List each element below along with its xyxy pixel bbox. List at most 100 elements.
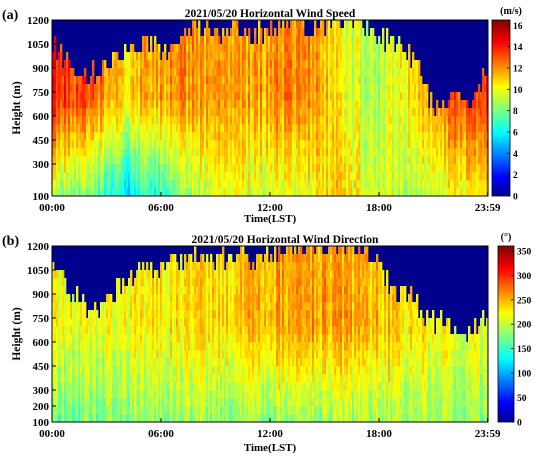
heatmap-cell bbox=[72, 390, 75, 399]
heatmap-cell bbox=[178, 172, 181, 181]
heatmap-cell bbox=[344, 20, 347, 29]
heatmap-cell bbox=[364, 164, 367, 173]
heatmap-cell bbox=[170, 68, 173, 77]
heatmap-cell bbox=[212, 132, 215, 141]
heatmap-cell bbox=[222, 92, 225, 101]
heatmap-cell bbox=[390, 172, 393, 181]
heatmap-cell bbox=[144, 164, 147, 173]
heatmap-cell bbox=[176, 132, 179, 141]
heatmap-cell bbox=[132, 148, 135, 157]
heatmap-cell bbox=[336, 132, 339, 141]
heatmap-cell bbox=[158, 76, 161, 85]
heatmap-cell bbox=[108, 342, 111, 351]
heatmap-cell bbox=[302, 156, 305, 165]
heatmap-cell bbox=[270, 108, 273, 117]
heatmap-cell bbox=[196, 108, 199, 117]
heatmap-cell bbox=[330, 132, 333, 141]
heatmap-cell bbox=[150, 52, 153, 61]
heatmap-cell bbox=[260, 180, 263, 189]
heatmap-cell bbox=[418, 108, 421, 117]
heatmap-cell bbox=[396, 76, 399, 85]
heatmap-cell bbox=[408, 188, 411, 196]
heatmap-cell bbox=[228, 108, 231, 117]
heatmap-cell bbox=[204, 132, 207, 141]
heatmap-cell bbox=[124, 148, 127, 157]
heatmap-cell bbox=[236, 20, 239, 29]
heatmap-cell bbox=[352, 44, 355, 53]
heatmap-cell bbox=[262, 92, 265, 101]
heatmap-cell bbox=[224, 132, 227, 141]
heatmap-cell bbox=[340, 164, 343, 173]
heatmap-cell bbox=[134, 374, 137, 383]
heatmap-cell bbox=[70, 132, 73, 141]
heatmap-cell bbox=[360, 140, 363, 149]
heatmap-cell bbox=[450, 100, 453, 109]
heatmap-cell bbox=[356, 92, 359, 101]
heatmap-cell bbox=[132, 310, 135, 319]
heatmap-cell bbox=[100, 108, 103, 117]
heatmap-cell bbox=[328, 132, 331, 141]
heatmap-cell bbox=[292, 92, 295, 101]
heatmap-cell bbox=[80, 148, 83, 157]
heatmap-cell bbox=[326, 36, 329, 45]
heatmap-cell bbox=[110, 366, 113, 375]
heatmap-cell bbox=[246, 116, 249, 125]
heatmap-cell bbox=[238, 36, 241, 45]
heatmap-cell bbox=[142, 132, 145, 141]
heatmap-cell bbox=[74, 172, 77, 181]
heatmap-cell bbox=[112, 108, 115, 117]
heatmap-cell bbox=[426, 140, 429, 149]
heatmap-cell bbox=[92, 164, 95, 173]
heatmap-cell bbox=[420, 76, 423, 85]
heatmap-cell bbox=[406, 156, 409, 165]
heatmap-cell bbox=[404, 52, 407, 61]
heatmap-cell bbox=[88, 164, 91, 173]
heatmap-cell bbox=[298, 28, 301, 37]
heatmap-cell bbox=[234, 148, 237, 157]
heatmap-cell bbox=[328, 140, 331, 149]
heatmap-cell bbox=[56, 172, 59, 181]
heatmap-cell bbox=[206, 188, 209, 196]
heatmap-cell bbox=[482, 76, 485, 85]
heatmap-cell bbox=[386, 36, 389, 45]
heatmap-cell bbox=[56, 310, 59, 319]
heatmap-cell bbox=[192, 36, 195, 45]
heatmap-cell bbox=[408, 164, 411, 173]
heatmap-cell bbox=[138, 52, 141, 61]
heatmap-cell bbox=[180, 124, 183, 133]
heatmap-cell bbox=[166, 172, 169, 181]
heatmap-cell bbox=[124, 382, 127, 391]
heatmap-cell bbox=[410, 172, 413, 181]
heatmap-cell bbox=[68, 310, 71, 319]
heatmap-cell bbox=[318, 164, 321, 173]
heatmap-cell bbox=[284, 60, 287, 69]
heatmap-cell bbox=[264, 36, 267, 45]
heatmap-cell bbox=[140, 318, 143, 327]
heatmap-cell bbox=[152, 342, 155, 351]
heatmap-cell bbox=[256, 132, 259, 141]
heatmap-cell bbox=[136, 132, 139, 141]
heatmap-cell bbox=[54, 92, 57, 101]
heatmap-cell bbox=[472, 100, 475, 109]
heatmap-cell bbox=[82, 366, 85, 375]
heatmap-cell bbox=[180, 84, 183, 93]
heatmap-cell bbox=[306, 108, 309, 117]
heatmap-cell bbox=[348, 76, 351, 85]
heatmap-cell bbox=[350, 172, 353, 181]
heatmap-cell bbox=[160, 100, 163, 109]
heatmap-cell bbox=[198, 52, 201, 61]
heatmap-cell bbox=[394, 52, 397, 61]
heatmap-cell bbox=[84, 140, 87, 149]
heatmap-cell bbox=[168, 108, 171, 117]
heatmap-cell bbox=[280, 76, 283, 85]
heatmap-cell bbox=[82, 116, 85, 125]
heatmap-cell bbox=[470, 188, 473, 196]
heatmap-cell bbox=[264, 140, 267, 149]
heatmap-cell bbox=[330, 140, 333, 149]
heatmap-cell bbox=[112, 318, 115, 327]
heatmap-cell bbox=[70, 310, 73, 319]
heatmap-cell bbox=[138, 164, 141, 173]
heatmap-cell bbox=[396, 124, 399, 133]
heatmap-cell bbox=[224, 140, 227, 149]
heatmap-cell bbox=[158, 164, 161, 173]
